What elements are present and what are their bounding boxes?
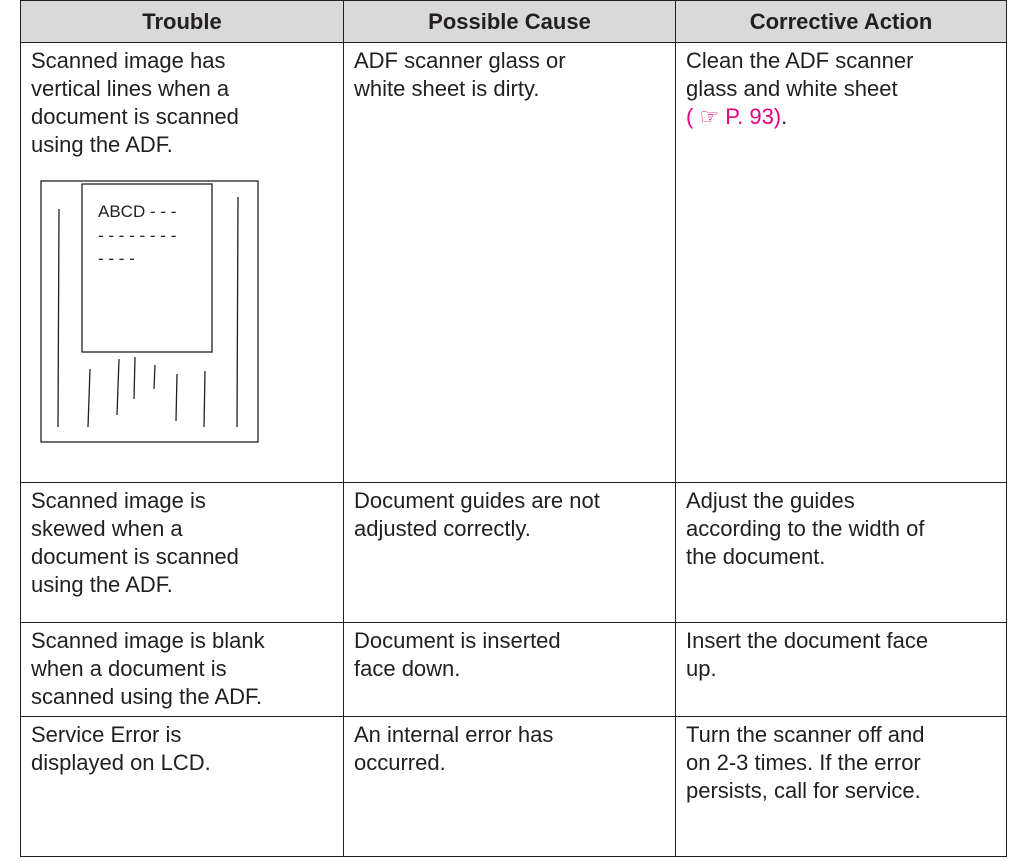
table-body: Scanned image has vertical lines when a do… bbox=[20, 42, 1007, 857]
trouble-cell: Scanned image is skewed when a document is… bbox=[20, 482, 344, 623]
cell-line: ADF scanner glass or bbox=[354, 48, 566, 73]
cell-line: Adjust the guides bbox=[686, 488, 855, 513]
document-text: - - - - bbox=[98, 249, 135, 268]
trouble-cell: Scanned image has vertical lines when a do… bbox=[20, 42, 344, 483]
scan-streak bbox=[57, 208, 60, 428]
cell-line: white sheet is dirty. bbox=[354, 76, 540, 101]
cell-line: Scanned image is blank bbox=[31, 628, 265, 653]
cell-line: Scanned image is bbox=[31, 488, 206, 513]
cell-line: Document is inserted bbox=[354, 628, 561, 653]
trouble-cell: Scanned image is blank when a document is… bbox=[20, 622, 344, 717]
scan-illustration: ABCD - - - - - - - - - - - - - - - bbox=[40, 180, 259, 443]
cell-line: Turn the scanner off and bbox=[686, 722, 925, 747]
cause-cell: Document is inserted face down. bbox=[343, 622, 676, 717]
cell-line: scanned using the ADF. bbox=[31, 684, 263, 709]
trouble-cell: Service Error is displayed on LCD. bbox=[20, 716, 344, 857]
cell-line: occurred. bbox=[354, 750, 446, 775]
cell-line: using the ADF. bbox=[31, 132, 173, 157]
document bbox=[81, 183, 213, 353]
cause-cell: ADF scanner glass or white sheet is dirty… bbox=[343, 42, 676, 483]
cell-line: Scanned image has bbox=[31, 48, 226, 73]
cell-line: up. bbox=[686, 656, 717, 681]
cell-line: An internal error has bbox=[354, 722, 554, 747]
cell-line: on 2-3 times. If the error bbox=[686, 750, 921, 775]
scan-streak bbox=[87, 368, 91, 428]
cell-line: Document guides are not bbox=[354, 488, 600, 513]
cell-line: Insert the document face bbox=[686, 628, 929, 653]
cell-line: face down. bbox=[354, 656, 461, 681]
cell-line: persists, call for service. bbox=[686, 778, 921, 803]
cell-line: ( ☞ P. 93). bbox=[686, 103, 996, 131]
page-link[interactable]: ( ☞ P. 93) bbox=[686, 104, 782, 129]
header-row: Trouble Possible Cause Corrective Action bbox=[20, 0, 1007, 43]
cell-line: when a document is bbox=[31, 656, 227, 681]
header-cell: Trouble bbox=[20, 0, 344, 43]
cause-cell: An internal error has occurred. bbox=[343, 716, 676, 857]
cell-line: Clean the ADF scanner bbox=[686, 48, 914, 73]
document-text: - - - - - - - - bbox=[98, 226, 176, 245]
scan-streak bbox=[153, 364, 156, 390]
action-cell: Adjust the guides according to the width … bbox=[675, 482, 1007, 623]
header-cell: Corrective Action bbox=[675, 0, 1007, 43]
scan-streak bbox=[133, 356, 136, 400]
cell-line: skewed when a bbox=[31, 516, 183, 541]
cell-line: adjusted correctly. bbox=[354, 516, 531, 541]
trouble-table: Trouble Possible Cause Corrective Action… bbox=[20, 0, 1007, 857]
scan-streak bbox=[175, 373, 178, 422]
document-text: ABCD - - - bbox=[98, 202, 176, 221]
cell-line: document is scanned bbox=[31, 104, 239, 129]
table-row: Scanned image is blank when a document is… bbox=[20, 622, 1007, 717]
cell-line: document is scanned bbox=[31, 544, 239, 569]
cause-cell: Document guides are not adjusted correctl… bbox=[343, 482, 676, 623]
header-cell: Possible Cause bbox=[343, 0, 676, 43]
scan-streak bbox=[236, 196, 239, 428]
cell-line: Service Error is bbox=[31, 722, 182, 747]
cell-line: displayed on LCD. bbox=[31, 750, 211, 775]
scan-frame bbox=[40, 180, 259, 443]
cell-line: according to the width of bbox=[686, 516, 925, 541]
cell-text: . bbox=[781, 104, 788, 129]
table-row: Service Error is displayed on LCD. An inte… bbox=[20, 716, 1007, 857]
table-row: Scanned image has vertical lines when a do… bbox=[20, 42, 1007, 483]
cell-line: vertical lines when a bbox=[31, 76, 230, 101]
table-row: Scanned image is skewed when a document is… bbox=[20, 482, 1007, 623]
action-cell: Insert the document face up. bbox=[675, 622, 1007, 717]
scan-streak bbox=[116, 358, 120, 416]
cell-line: glass and white sheet bbox=[686, 76, 898, 101]
cell-line: the document. bbox=[686, 544, 826, 569]
scan-streak bbox=[203, 370, 206, 428]
cell-line: using the ADF. bbox=[31, 572, 173, 597]
action-cell: Clean the ADF scanner glass and white she… bbox=[675, 42, 1007, 483]
action-cell: Turn the scanner off and on 2-3 times. If… bbox=[675, 716, 1007, 857]
